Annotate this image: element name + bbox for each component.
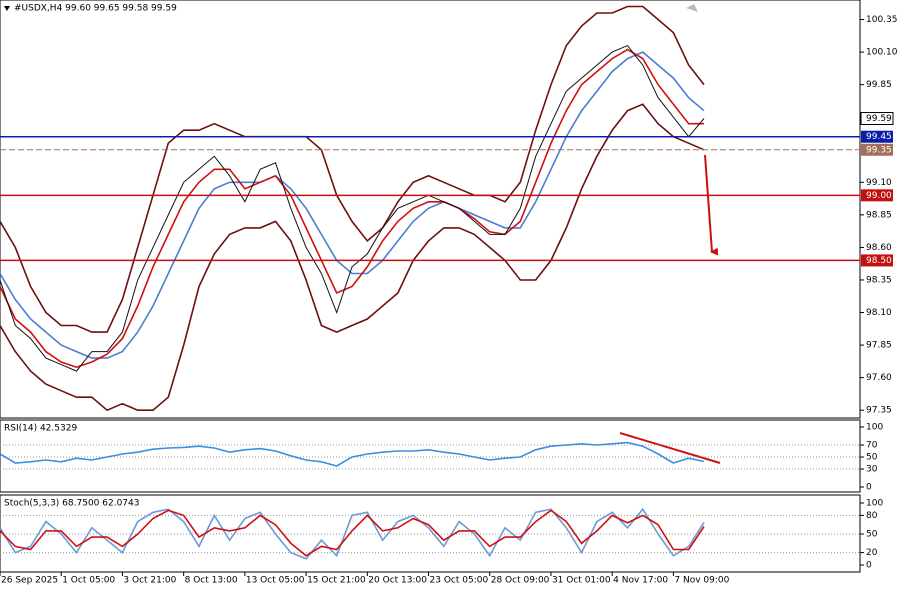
x-tick-label: 31 Oct 01:00 xyxy=(552,576,611,586)
series-line xyxy=(0,44,705,372)
x-tick-label: 15 Oct 21:00 xyxy=(307,576,366,586)
x-tick-label: 4 Nov 17:00 xyxy=(613,576,668,586)
series-line xyxy=(0,51,705,359)
price-tag xyxy=(860,111,894,125)
y-tick-label: 99.85 xyxy=(866,80,892,90)
level-label: 99.00 xyxy=(866,191,892,201)
y-tick-label: 20 xyxy=(866,548,878,558)
series-line xyxy=(0,441,705,467)
y-tick-label: 0 xyxy=(866,560,872,570)
level-tag xyxy=(861,189,893,202)
y-tick-label: 97.35 xyxy=(866,406,892,416)
series-line xyxy=(0,48,704,369)
panel-title: #USDX,H4 99.60 99.65 99.58 99.59 xyxy=(14,4,177,14)
level-tag xyxy=(861,143,893,156)
x-tick-label: 28 Oct 09:00 xyxy=(491,576,550,586)
panel-title: RSI(14) 42.5329 xyxy=(4,424,77,434)
x-tick-label: 26 Sep 2025 xyxy=(1,576,58,586)
level-tag xyxy=(861,130,893,143)
y-tick-label: 98.35 xyxy=(866,275,892,285)
scroll-marker xyxy=(686,4,698,12)
y-tick-label: 100.35 xyxy=(866,15,898,25)
y-tick-label: 98.10 xyxy=(866,308,892,318)
divergence-line xyxy=(619,432,721,464)
level-tag xyxy=(861,254,893,267)
series-line xyxy=(0,103,705,412)
down-arrow xyxy=(704,154,719,256)
y-tick-label: 100 xyxy=(866,498,883,508)
rsi-frame xyxy=(0,419,861,493)
level-label: 99.45 xyxy=(866,132,892,142)
y-tick-label: 30 xyxy=(866,465,878,475)
level-label: 98.50 xyxy=(866,256,892,266)
x-tick-label: 13 Oct 05:00 xyxy=(246,576,305,586)
level-label: 99.35 xyxy=(866,145,892,155)
x-tick-label: 1 Oct 05:00 xyxy=(62,576,115,586)
y-tick-label: 0 xyxy=(866,483,872,493)
price-label: 99.59 xyxy=(866,114,892,124)
x-tick-label: 7 Nov 09:00 xyxy=(674,576,729,586)
y-tick-label: 97.60 xyxy=(866,373,892,383)
series-line xyxy=(0,509,705,557)
y-tick-label: 100.10 xyxy=(866,48,898,58)
x-tick-label: 3 Oct 21:00 xyxy=(123,576,176,586)
y-tick-label: 98.85 xyxy=(866,210,892,220)
y-tick-label: 100 xyxy=(866,423,883,433)
y-tick-label: 97.85 xyxy=(866,341,892,351)
x-tick-label: 20 Oct 13:00 xyxy=(368,576,427,586)
x-tick-label: 23 Oct 05:00 xyxy=(430,576,489,586)
panel-title: Stoch(5,3,3) 68.7500 62.0743 xyxy=(4,499,139,509)
y-tick-label: 80 xyxy=(866,511,878,521)
y-tick-label: 50 xyxy=(866,453,878,463)
x-tick-label: 8 Oct 13:00 xyxy=(185,576,238,586)
main-frame xyxy=(0,0,861,419)
y-tick-label: 99.10 xyxy=(866,178,892,188)
y-tick-label: 98.60 xyxy=(866,243,892,253)
y-tick-label: 70 xyxy=(866,441,878,451)
series-line xyxy=(0,5,705,333)
series-line xyxy=(0,507,705,560)
y-tick-label: 50 xyxy=(866,529,878,539)
menu-triangle xyxy=(4,6,10,11)
